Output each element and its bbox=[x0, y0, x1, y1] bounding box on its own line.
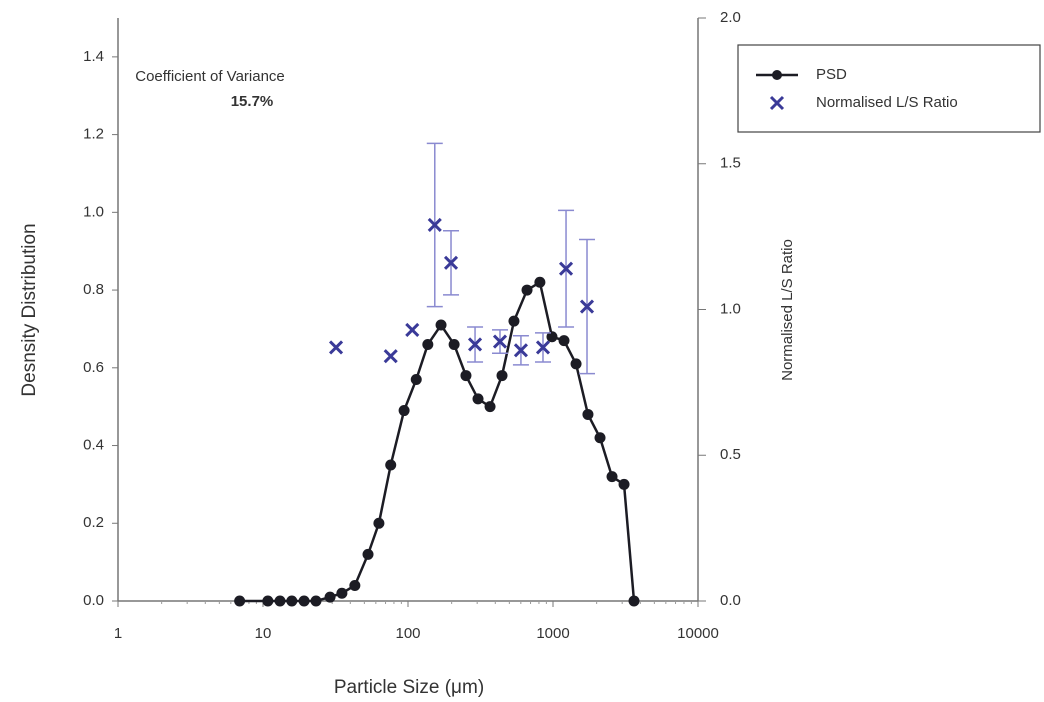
y-tick-label: 0.4 bbox=[83, 437, 104, 454]
data-point bbox=[373, 517, 385, 529]
y-axis-title: Desnsity Distribution bbox=[19, 223, 40, 396]
data-point bbox=[579, 299, 595, 314]
legend-label: Normalised L/S Ratio bbox=[816, 94, 958, 111]
data-point bbox=[448, 338, 460, 350]
data-point bbox=[508, 315, 520, 327]
x-tick-label: 1 bbox=[114, 625, 122, 642]
annotation: 15.7% bbox=[231, 93, 274, 110]
data-point bbox=[558, 261, 574, 276]
x-axis-title: Particle Size (μm) bbox=[334, 677, 484, 698]
data-point bbox=[435, 319, 447, 331]
data-point bbox=[460, 370, 472, 382]
data-point bbox=[570, 358, 582, 370]
data-point bbox=[398, 405, 410, 417]
data-point bbox=[521, 284, 533, 296]
series-line bbox=[239, 280, 636, 603]
y2-tick-label: 1.0 bbox=[720, 300, 741, 317]
data-point bbox=[606, 471, 618, 483]
data-point bbox=[546, 331, 558, 343]
data-point bbox=[324, 591, 336, 603]
legend-marker bbox=[769, 95, 785, 111]
y2-tick-label: 0.0 bbox=[720, 592, 741, 609]
data-point bbox=[286, 595, 298, 607]
y-tick-label: 1.0 bbox=[83, 203, 104, 220]
data-point bbox=[467, 337, 483, 352]
data-point bbox=[534, 276, 546, 288]
data-point bbox=[427, 217, 442, 233]
data-point bbox=[594, 432, 606, 444]
data-point bbox=[328, 340, 344, 355]
y-tick-label: 1.4 bbox=[83, 48, 104, 65]
y-tick-label: 0.6 bbox=[83, 359, 104, 376]
x-tick-label: 1000 bbox=[536, 625, 569, 642]
y2-tick-label: 0.5 bbox=[720, 446, 741, 463]
y-tick-label: 0.0 bbox=[83, 592, 104, 609]
legend-label: PSD bbox=[816, 66, 847, 83]
legend-marker bbox=[772, 70, 782, 80]
data-point bbox=[410, 373, 422, 385]
data-point bbox=[513, 343, 528, 358]
data-point bbox=[535, 340, 551, 355]
data-point bbox=[310, 595, 322, 607]
data-point bbox=[558, 335, 570, 347]
data-point bbox=[472, 393, 484, 405]
y-tick-label: 0.8 bbox=[83, 281, 104, 298]
data-point bbox=[443, 255, 459, 270]
x-tick-label: 10 bbox=[255, 625, 272, 642]
data-point bbox=[274, 595, 286, 607]
x-tick-label: 10000 bbox=[677, 625, 719, 642]
legend-box bbox=[737, 44, 1041, 133]
data-point bbox=[362, 548, 374, 560]
annotation: Coefficient of Variance bbox=[135, 68, 285, 85]
y-tick-label: 0.2 bbox=[83, 514, 104, 531]
data-point bbox=[349, 579, 361, 591]
data-point bbox=[405, 322, 420, 337]
data-point bbox=[262, 595, 274, 607]
data-point bbox=[492, 334, 508, 349]
x-tick-label: 100 bbox=[395, 625, 420, 642]
data-point bbox=[484, 401, 496, 413]
y2-axis-title: Normalised L/S Ratio bbox=[779, 239, 796, 381]
data-point bbox=[422, 338, 434, 350]
data-point bbox=[582, 408, 594, 420]
data-point bbox=[618, 478, 630, 490]
y2-tick-label: 1.5 bbox=[720, 155, 741, 172]
y2-tick-label: 2.0 bbox=[720, 9, 741, 26]
data-point bbox=[336, 587, 348, 599]
data-point bbox=[383, 349, 398, 364]
data-point bbox=[234, 595, 246, 607]
y-tick-label: 1.2 bbox=[83, 126, 104, 143]
data-point bbox=[385, 459, 397, 471]
data-point bbox=[628, 595, 640, 607]
data-point bbox=[496, 370, 508, 382]
data-point bbox=[298, 595, 310, 607]
